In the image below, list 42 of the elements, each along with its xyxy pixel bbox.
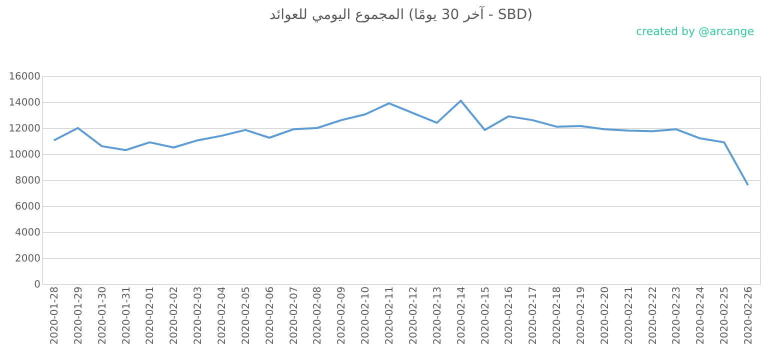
x-tick-label: 2020-02-09 <box>336 286 348 345</box>
y-tick-label: 2000 <box>15 254 40 264</box>
x-tick-label: 2020-02-21 <box>624 286 635 345</box>
x-tick-label: 2020-02-02 <box>169 286 180 345</box>
x-tick-label: 2020-02-04 <box>217 286 228 345</box>
x-tick-label: 2020-02-03 <box>193 286 204 345</box>
x-tick-label: 2020-01-30 <box>97 286 108 345</box>
x-tick-label: 2020-02-19 <box>576 286 587 345</box>
x-tick-label: 2020-02-12 <box>408 286 420 345</box>
x-tick-label: 2020-02-13 <box>432 286 444 345</box>
x-tick-label: 2020-02-01 <box>145 286 156 345</box>
line-series <box>52 100 750 186</box>
chart-title: المجموع اليومي للعوائد (آخر 30 يومًا - SBD) <box>269 5 533 23</box>
x-tick-label: 2020-02-22 <box>648 286 659 345</box>
y-tick-label: 6000 <box>15 202 40 212</box>
x-tick-label: 2020-02-11 <box>384 286 396 345</box>
x-tick-label: 2020-02-26 <box>744 286 755 345</box>
x-tick-label: 2020-02-24 <box>696 286 707 345</box>
x-tick-label: 2020-01-29 <box>73 286 84 345</box>
x-tick-label: 2020-02-25 <box>720 286 731 345</box>
x-tick-label: 2020-02-10 <box>360 286 372 345</box>
x-tick-label: 2020-01-28 <box>49 286 60 345</box>
text: created by @arcange <box>636 25 754 38</box>
x-tick-label: 2020-02-23 <box>672 286 683 345</box>
x-tick-label: 2020-02-14 <box>456 286 468 345</box>
y-tick-label: 0 <box>34 280 40 290</box>
x-tick-label: 2020-02-17 <box>528 286 540 345</box>
x-tick-label: 2020-02-07 <box>288 286 300 345</box>
y-tick-label: 14000 <box>8 98 40 108</box>
x-tick-label: 2020-02-16 <box>504 286 516 345</box>
y-tick-label: 16000 <box>8 72 40 82</box>
y-tick-label: 8000 <box>15 176 40 186</box>
x-tick-label: 2020-02-08 <box>312 286 324 345</box>
x-tick-label: 2020-02-15 <box>480 286 492 345</box>
y-tick-label: 10000 <box>8 150 40 160</box>
x-tick-label: 2020-02-06 <box>264 286 276 345</box>
x-tick-label: 2020-02-05 <box>240 286 252 345</box>
x-tick-label: 2020-02-18 <box>552 286 564 345</box>
y-tick-label: 4000 <box>15 228 40 238</box>
y-tick-label: 12000 <box>8 124 40 134</box>
x-tick-label: 2020-02-20 <box>600 286 611 345</box>
x-tick-label: 2020-01-31 <box>121 286 132 345</box>
